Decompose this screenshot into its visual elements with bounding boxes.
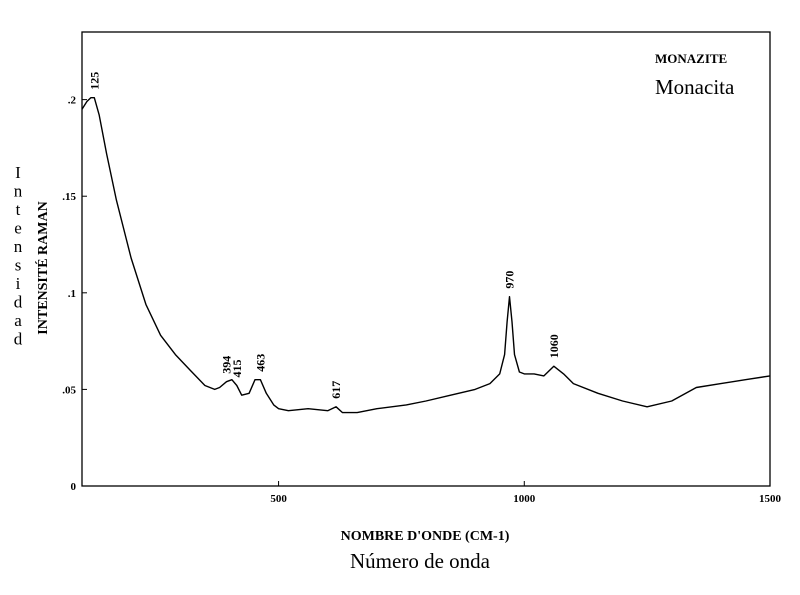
y-axis-label: INTENSITÉ RAMAN [34,201,51,334]
x-tick-label: 1500 [759,493,782,505]
chart-title: MONAZITE [655,51,727,66]
y-tick-label: .05 [62,384,76,396]
ticks: 500 1000 1500 0 .05 .1 .15 .2 [62,95,781,505]
y-axis-label-secondary-letter: t [16,200,21,219]
x-tick-label: 500 [270,493,287,505]
y-tick-label: .1 [68,288,76,300]
x-axis-label: NOMBRE D'ONDE (CM-1) [341,529,510,544]
y-axis-label-secondary-letter: n [14,237,23,256]
peak-label: 617 [329,381,343,399]
chart-subtitle: Monacita [655,75,735,99]
y-tick-label: .15 [62,191,76,203]
y-axis-label-secondary-letter: e [14,219,22,238]
spectrum-line [81,97,771,414]
peak-label: 394 [219,356,233,374]
peak-label: 1060 [547,334,561,358]
plot-frame [81,31,771,487]
x-tick-label: 1000 [513,493,536,505]
y-tick-label: .2 [68,95,77,107]
axes [81,31,771,487]
plot-area [81,97,771,414]
y-axis-label-secondary-letter: d [14,330,23,349]
peak-label: 125 [87,72,101,90]
peak-label: 463 [253,354,267,372]
x-axis-label-secondary: Número de onda [350,549,491,573]
peak-label: 415 [230,360,244,378]
y-axis-label-secondary-letter: d [14,293,23,312]
y-axis-label-secondary-letter: s [15,256,22,275]
y-tick-label: 0 [71,481,77,493]
y-axis-label-secondary-letter: i [16,274,21,293]
y-axis-label-secondary-letter: a [14,311,22,330]
peak-label: 970 [503,271,517,289]
y-axis-label-secondary-letter: I [15,163,21,182]
y-axis-label-secondary-letter: n [14,182,23,201]
